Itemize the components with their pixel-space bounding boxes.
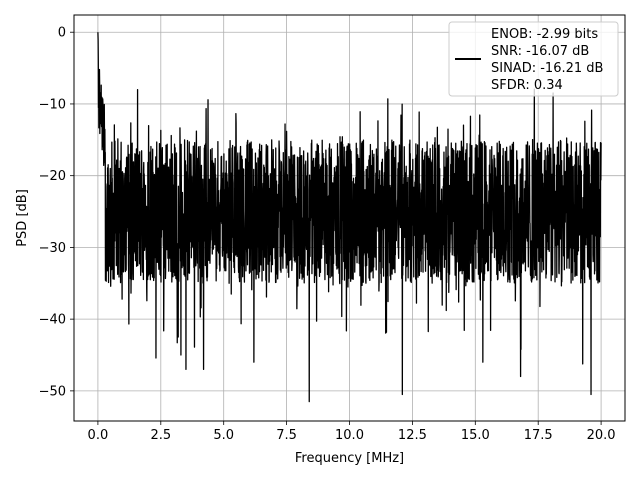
psd-series-line xyxy=(97,32,602,403)
x-axis-label: Frequency [MHz] xyxy=(295,451,404,466)
y-axis-ticks: 0 −10 −20 −30 −40 −50 xyxy=(39,26,74,399)
y-tick-label: 0 xyxy=(58,26,66,41)
x-axis-ticks: 0.0 2.5 5.0 7.5 10.0 12.5 15.0 17.5 20.0 xyxy=(88,421,616,443)
x-tick-label: 5.0 xyxy=(213,428,234,443)
legend-entry-sinad: SINAD: -16.21 dB xyxy=(491,61,603,76)
y-tick-label: −10 xyxy=(39,97,66,112)
y-axis-label: PSD [dB] xyxy=(15,189,30,247)
y-tick-label: −40 xyxy=(39,313,66,328)
x-tick-label: 20.0 xyxy=(587,428,616,443)
legend-entry-enob: ENOB: -2.99 bits xyxy=(491,27,598,42)
x-tick-label: 15.0 xyxy=(461,428,490,443)
x-tick-label: 12.5 xyxy=(398,428,427,443)
plot-area xyxy=(97,32,602,403)
y-tick-label: −50 xyxy=(39,384,66,399)
y-tick-label: −30 xyxy=(39,241,66,256)
legend-entry-snr: SNR: -16.07 dB xyxy=(491,44,589,59)
x-tick-label: 0.0 xyxy=(88,428,109,443)
series-group xyxy=(97,32,602,403)
x-tick-label: 17.5 xyxy=(524,428,553,443)
legend-entry-sfdr: SFDR: 0.34 xyxy=(491,78,563,93)
x-tick-label: 2.5 xyxy=(150,428,171,443)
y-tick-label: −20 xyxy=(39,169,66,184)
legend: ENOB: -2.99 bits SNR: -16.07 dB SINAD: -… xyxy=(448,21,619,97)
legend-box xyxy=(448,21,619,97)
x-tick-label: 10.0 xyxy=(335,428,364,443)
x-tick-label: 7.5 xyxy=(276,428,297,443)
